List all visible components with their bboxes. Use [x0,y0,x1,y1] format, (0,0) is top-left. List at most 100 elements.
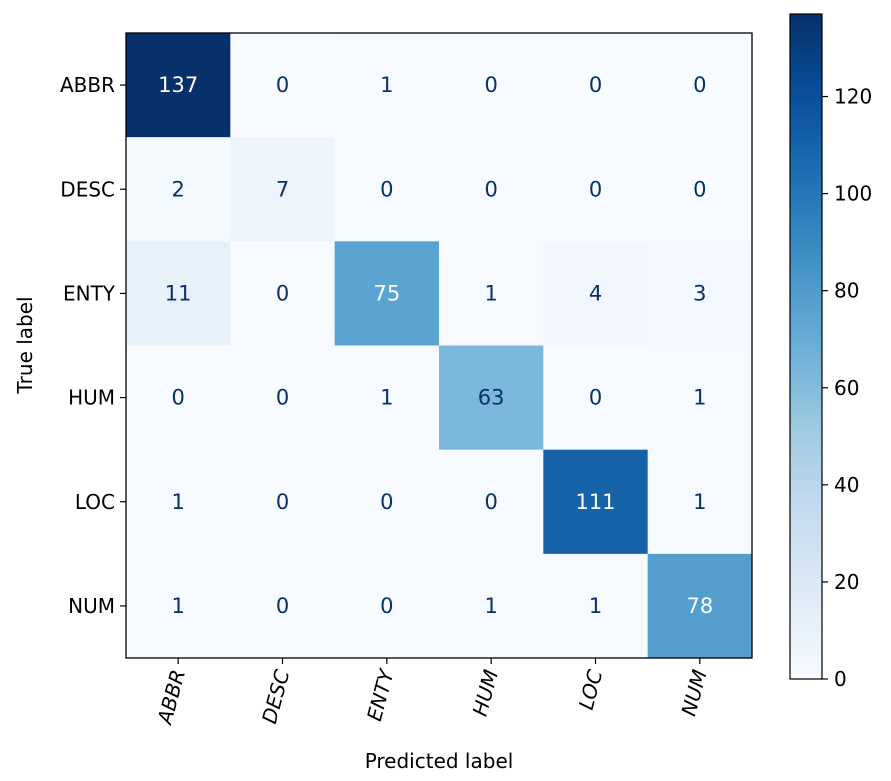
cell-value-label: 7 [276,177,289,201]
cell-num-num [647,553,753,659]
cell-desc-num [647,137,753,242]
cell-num-abbr [126,553,231,659]
colorbar-ticks: 0 20 40 60 80 100 120 [822,85,872,691]
y-tick-label: HUM [68,386,115,410]
colorbar-tick-label: 120 [834,85,872,109]
cell-hum-desc [230,345,336,451]
cell-value-label: 0 [484,490,497,514]
cell-value-label: 0 [693,177,706,201]
cell-abbr-hum [439,33,544,138]
cell-value-label: 1 [484,281,497,305]
y-tick-label: NUM [68,594,115,618]
cell-value-label: 11 [165,281,192,305]
y-axis-ticks: ABBR DESC ENTY HUM LOC NUM [60,73,126,618]
cell-num-hum [439,553,544,659]
cell-value-label: 0 [276,490,289,514]
cell-value-label: 111 [575,490,615,514]
cell-loc-desc [230,449,336,555]
cell-desc-desc [230,137,336,242]
cell-value-label: 0 [693,73,706,97]
colorbar [789,13,823,680]
cell-value-label: 0 [380,177,393,201]
cell-enty-desc [230,241,336,346]
cell-hum-num [647,345,753,451]
colorbar-tick-label: 100 [834,182,872,206]
cell-abbr-num [647,33,753,138]
cell-value-label: 0 [276,594,289,618]
y-axis-label: True label [13,296,37,394]
cell-enty-abbr [126,241,231,346]
cell-desc-loc [543,137,649,242]
cell-hum-loc [543,345,649,451]
cell-num-enty [334,553,440,659]
cell-value-label: 1 [484,594,497,618]
x-tick-label: ENTY [362,665,399,723]
cell-hum-hum [439,345,544,451]
cell-loc-num [647,449,753,555]
cell-value-label: 0 [171,386,184,410]
cell-num-desc [230,553,336,659]
cell-abbr-abbr [126,33,231,138]
cell-value-label: 1 [380,386,393,410]
colorbar-tick-label: 60 [834,376,859,400]
cell-value-label: 0 [484,73,497,97]
x-tick-label: HUM [468,667,503,719]
cell-value-label: 0 [589,177,602,201]
cell-value-label: 1 [693,386,706,410]
cell-value-label: 78 [686,594,713,618]
cell-value-label: 0 [380,490,393,514]
cell-value-label: 3 [693,281,706,305]
cell-value-label: 63 [478,386,505,410]
x-tick-label: NUM [676,667,711,718]
matrix-cells [126,33,753,659]
cell-desc-hum [439,137,544,242]
cell-value-label: 0 [276,73,289,97]
cell-enty-loc [543,241,649,346]
cell-enty-hum [439,241,544,346]
y-tick-label: DESC [60,177,115,201]
cell-enty-num [647,241,753,346]
cell-value-label: 0 [276,386,289,410]
cell-value-label: 1 [589,594,602,618]
x-tick-label: ABBR [152,667,190,728]
cell-value-label: 0 [589,73,602,97]
cell-hum-abbr [126,345,231,451]
cell-loc-hum [439,449,544,555]
cell-value-label: 0 [380,594,393,618]
colorbar-tick-label: 80 [834,279,859,303]
cell-abbr-loc [543,33,649,138]
cell-enty-enty [334,241,440,346]
x-axis-label: Predicted label [365,749,514,773]
cell-value-label: 1 [171,490,184,514]
y-tick-label: ENTY [63,281,116,305]
cell-abbr-desc [230,33,336,138]
x-axis-ticks: ABBR DESC ENTY HUM LOC NUM [152,658,712,728]
cell-hum-enty [334,345,440,451]
cell-value-label: 0 [276,281,289,305]
cell-value-label: 0 [484,177,497,201]
cell-value-label: 2 [171,177,184,201]
colorbar-tick-label: 20 [834,570,859,594]
y-tick-label: ABBR [60,73,115,97]
cell-value-label: 0 [589,386,602,410]
colorbar-tick-label: 40 [834,473,859,497]
cell-value-label: 75 [373,281,400,305]
cell-value-label: 1 [171,594,184,618]
cell-loc-enty [334,449,440,555]
cell-loc-abbr [126,449,231,555]
cell-value-label: 1 [693,490,706,514]
matrix-cell-labels: 137 0 1 0 0 02 7 0 0 0 011 0 75 1 4 30 0 1 63 0 11 0 0 0 111 11 0 0… [158,73,713,618]
cell-desc-enty [334,137,440,242]
cell-desc-abbr [126,137,231,242]
cell-loc-loc [543,449,649,555]
cell-value-label: 1 [380,73,393,97]
cell-value-label: 4 [589,281,602,305]
y-tick-label: LOC [75,490,115,514]
x-tick-label: LOC [574,667,608,712]
cell-abbr-enty [334,33,440,138]
cell-value-label: 137 [158,73,198,97]
x-tick-label: DESC [257,667,294,726]
colorbar-tick-label: 0 [834,667,847,691]
cell-num-loc [543,553,649,659]
